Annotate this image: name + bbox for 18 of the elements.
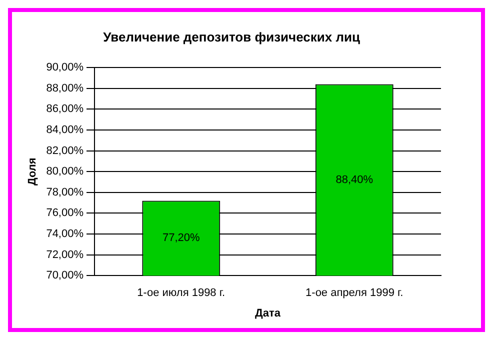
chart-title: Увеличение депозитов физических лиц [103,29,360,44]
y-tick-label: 78,00% [46,186,84,198]
y-tick-label: 82,00% [46,144,84,157]
y-tick-label: 74,00% [46,228,84,240]
y-tick-label: 80,00% [46,166,84,178]
data-label: 77,20% [162,232,200,244]
x-tick-label: 1-ое июля 1998 г. [137,287,226,300]
x-tick-label: 1-ое апреля 1999 г. [306,287,404,300]
y-tick-label: 70,00% [46,270,84,282]
y-tick-label: 72,00% [46,248,84,261]
y-axis-title: Доля [26,158,39,186]
y-tick-label: 90,00% [46,62,84,74]
y-tick-label: 88,00% [46,82,84,94]
data-label: 88,40% [336,174,374,186]
y-tick-label: 76,00% [46,207,84,220]
x-axis-title: Дата [255,307,282,320]
y-tick-label: 86,00% [46,103,84,116]
y-tick-label: 84,00% [46,124,84,136]
